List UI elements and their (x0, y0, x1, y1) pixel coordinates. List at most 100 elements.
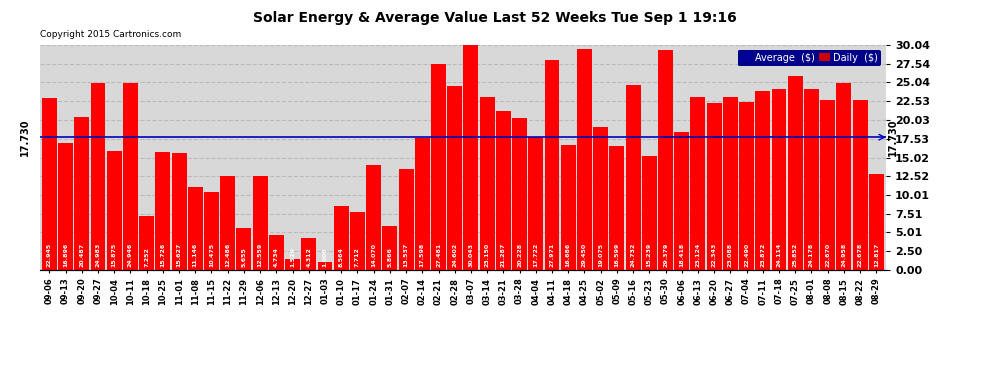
Bar (544, 60, 559, 270)
Text: 29.379: 29.379 (663, 243, 668, 267)
Bar (674, 132, 689, 270)
Bar (431, 64, 446, 270)
Text: 4.734: 4.734 (274, 247, 279, 267)
Bar (496, 111, 511, 270)
Bar (740, 102, 754, 270)
Bar (707, 103, 722, 270)
Text: 4.312: 4.312 (306, 247, 311, 267)
Text: 24.178: 24.178 (809, 243, 814, 267)
Bar (155, 152, 170, 270)
Text: 24.602: 24.602 (452, 243, 457, 267)
Bar (837, 83, 851, 270)
Text: 11.146: 11.146 (193, 243, 198, 267)
Bar (237, 228, 251, 270)
Text: 24.946: 24.946 (128, 243, 133, 267)
Bar (382, 226, 397, 270)
Text: 17.598: 17.598 (420, 243, 425, 267)
Bar (804, 89, 819, 270)
Bar (318, 262, 333, 270)
Bar (852, 100, 867, 270)
Text: 1.006: 1.006 (323, 248, 328, 267)
Bar (140, 216, 154, 270)
Text: 27.481: 27.481 (436, 243, 441, 267)
Bar (74, 117, 89, 270)
Text: 1.529: 1.529 (290, 247, 295, 267)
Text: 15.726: 15.726 (160, 243, 165, 267)
Bar (658, 50, 673, 270)
Text: 13.537: 13.537 (404, 243, 409, 267)
Text: 23.088: 23.088 (728, 243, 733, 267)
Bar (512, 118, 527, 270)
Bar (560, 145, 576, 270)
Text: 15.875: 15.875 (112, 243, 117, 267)
Text: 17.730: 17.730 (888, 118, 898, 156)
Bar (42, 98, 56, 270)
Bar (350, 212, 365, 270)
Text: 17.722: 17.722 (534, 243, 539, 267)
Text: 20.228: 20.228 (517, 243, 522, 267)
Text: 23.124: 23.124 (695, 243, 701, 267)
Text: 30.043: 30.043 (468, 243, 473, 267)
Bar (821, 100, 836, 270)
Bar (447, 86, 462, 270)
Bar (334, 206, 348, 270)
Text: 23.150: 23.150 (485, 243, 490, 267)
Bar (869, 174, 884, 270)
Bar (285, 258, 300, 270)
Bar (252, 176, 267, 270)
Text: 24.732: 24.732 (631, 243, 636, 267)
Bar (269, 234, 284, 270)
Text: 24.958: 24.958 (842, 243, 846, 267)
Bar (771, 89, 786, 270)
Bar (788, 76, 803, 270)
Bar (480, 97, 495, 270)
Bar (755, 91, 770, 270)
Text: 10.475: 10.475 (209, 243, 214, 267)
Text: 18.418: 18.418 (679, 243, 684, 267)
Text: 29.450: 29.450 (582, 243, 587, 267)
Text: 17.730: 17.730 (20, 118, 30, 156)
Bar (58, 144, 73, 270)
Text: 24.114: 24.114 (776, 243, 781, 267)
Text: 7.252: 7.252 (145, 247, 149, 267)
Bar (463, 45, 478, 270)
Bar (642, 156, 656, 270)
Bar (204, 192, 219, 270)
Text: 12.559: 12.559 (257, 243, 262, 267)
Bar (171, 153, 186, 270)
Text: Solar Energy & Average Value Last 52 Weeks Tue Sep 1 19:16: Solar Energy & Average Value Last 52 Wee… (253, 11, 737, 25)
Bar (529, 137, 544, 270)
Text: 22.678: 22.678 (857, 243, 862, 267)
Text: 25.852: 25.852 (793, 243, 798, 267)
Text: 15.627: 15.627 (176, 243, 181, 267)
Bar (723, 97, 738, 270)
Bar (366, 165, 381, 270)
Text: 16.599: 16.599 (615, 243, 620, 267)
Text: 22.490: 22.490 (744, 243, 749, 267)
Bar (90, 83, 106, 270)
Text: 12.817: 12.817 (874, 243, 879, 267)
Text: 16.686: 16.686 (565, 243, 570, 267)
Text: 27.971: 27.971 (549, 243, 554, 267)
Text: 22.945: 22.945 (47, 243, 51, 267)
Text: 21.287: 21.287 (501, 243, 506, 267)
Text: 12.486: 12.486 (225, 243, 231, 267)
Text: 7.712: 7.712 (355, 247, 360, 267)
Text: 22.343: 22.343 (712, 243, 717, 267)
Text: 8.564: 8.564 (339, 247, 344, 267)
Text: 19.075: 19.075 (598, 243, 603, 267)
Bar (220, 177, 236, 270)
Bar (593, 127, 608, 270)
Text: Copyright 2015 Cartronics.com: Copyright 2015 Cartronics.com (40, 30, 181, 39)
Bar (610, 146, 625, 270)
Bar (577, 50, 592, 270)
Bar (301, 238, 316, 270)
Text: 20.487: 20.487 (79, 243, 84, 267)
Text: 5.866: 5.866 (387, 247, 392, 267)
Text: 22.670: 22.670 (826, 243, 831, 267)
Bar (188, 186, 203, 270)
Bar (415, 138, 430, 270)
Text: 16.896: 16.896 (63, 243, 68, 267)
Bar (690, 97, 706, 270)
Legend: Average  ($), Daily  ($): Average ($), Daily ($) (738, 50, 881, 66)
